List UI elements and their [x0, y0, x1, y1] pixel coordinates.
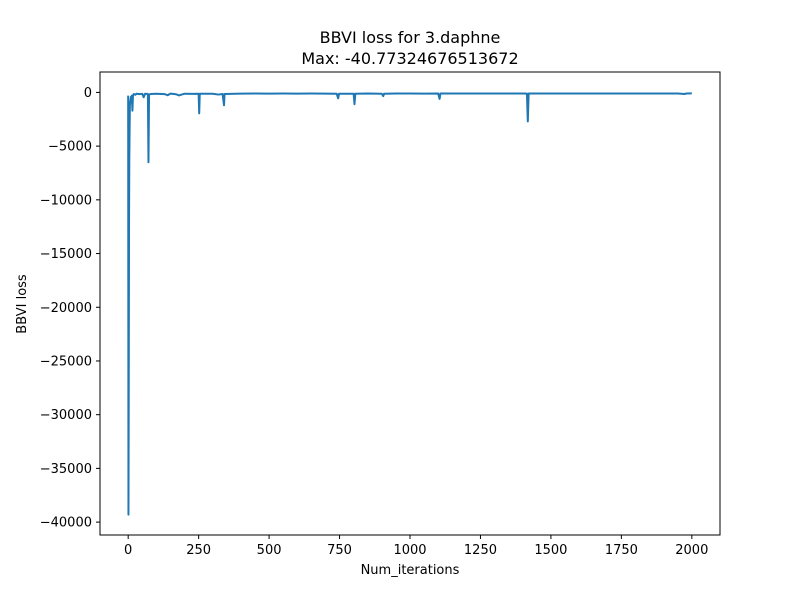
x-tick-label: 500: [257, 543, 282, 558]
x-axis-ticks: 0 250 500 750 1000 1250 1500 1750 2000: [124, 535, 708, 558]
x-tick-label: 2000: [675, 543, 708, 558]
x-tick-label: 1000: [393, 543, 426, 558]
x-tick-label: 0: [124, 543, 132, 558]
y-tick-label: −30000: [40, 408, 92, 423]
y-tick-label: −25000: [40, 354, 92, 369]
y-tick-label: −35000: [40, 462, 92, 477]
y-tick-label: 0: [84, 86, 92, 101]
x-tick-label: 250: [186, 543, 211, 558]
y-tick-label: −15000: [40, 247, 92, 262]
y-tick-label: −40000: [40, 516, 92, 531]
y-axis-label: BBVI loss: [15, 274, 30, 334]
y-tick-label: −10000: [40, 193, 92, 208]
x-tick-label: 750: [327, 543, 352, 558]
x-tick-label: 1500: [534, 543, 567, 558]
x-axis-label: Num_iterations: [361, 563, 460, 578]
x-tick-label: 1250: [464, 543, 497, 558]
chart-title-line1: BBVI loss for 3.daphne: [320, 28, 501, 47]
series-layer: [127, 92, 692, 516]
y-tick-label: −5000: [48, 140, 92, 155]
y-tick-label: −20000: [40, 301, 92, 316]
chart-title-line2: Max: -40.77324676513672: [301, 49, 518, 68]
plot-frame: [99, 71, 721, 536]
x-tick-label: 1750: [605, 543, 638, 558]
y-axis-ticks: 0 −5000 −10000 −15000 −20000 −25000 −30000 −350…: [40, 86, 100, 531]
series-line: [127, 92, 692, 516]
